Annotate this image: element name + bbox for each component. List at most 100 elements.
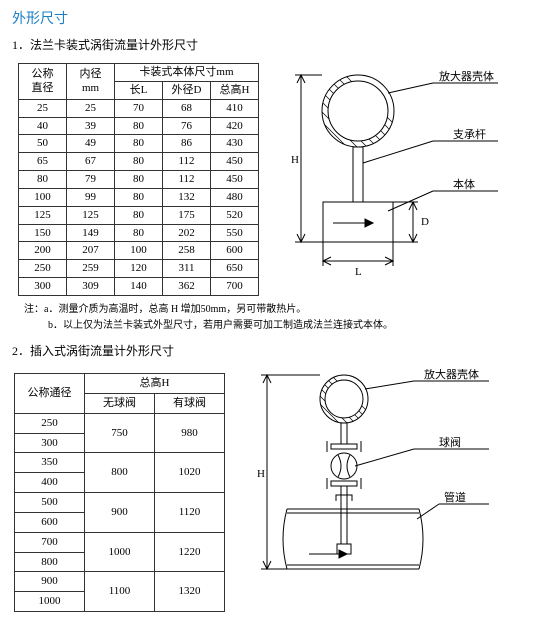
cell: 80 [115, 188, 163, 206]
cell: 25 [67, 99, 115, 117]
cell: 300 [15, 433, 85, 453]
dim-h: H [291, 154, 299, 166]
label-body: 本体 [453, 177, 475, 191]
cell: 410 [211, 99, 259, 117]
cell: 25 [19, 99, 67, 117]
dim-h2: H [257, 468, 265, 480]
col-l: 长L [115, 81, 163, 99]
diagram-flange: 放大器壳体 支承杆 本体 H L D [273, 63, 503, 283]
table-flange: 公称 直径 内径 mm 卡装式本体尺寸mm 长L 外径D 总高H 2525706… [18, 63, 259, 296]
cell: 450 [211, 171, 259, 189]
cell: 1020 [155, 453, 225, 493]
col-id: 内径 mm [67, 64, 115, 100]
cell: 132 [163, 188, 211, 206]
cell: 40 [19, 117, 67, 135]
label-pipe: 管道 [444, 490, 466, 504]
cell: 700 [15, 532, 85, 552]
cell: 700 [211, 278, 259, 296]
cell: 600 [211, 242, 259, 260]
note-b: b．以上仅为法兰卡装式外型尺寸，若用户需要可加工制造成法兰连接式本体。 [48, 318, 538, 334]
page-title: 外形尺寸 [12, 8, 538, 28]
table-row: 250750980 [15, 413, 225, 433]
cell: 430 [211, 135, 259, 153]
cell: 50 [19, 135, 67, 153]
cell: 207 [67, 242, 115, 260]
cell: 80 [115, 135, 163, 153]
cell: 99 [67, 188, 115, 206]
col-h: 总高H [211, 81, 259, 99]
cell: 80 [19, 171, 67, 189]
table-row: 5009001120 [15, 493, 225, 513]
dim-d: D [421, 216, 429, 228]
cell: 80 [115, 153, 163, 171]
cell: 80 [115, 117, 163, 135]
cell: 125 [67, 206, 115, 224]
section2-title: 2．插入式涡街流量计外形尺寸 [12, 342, 538, 359]
col-group: 卡装式本体尺寸mm [115, 64, 259, 82]
table-header-row: 公称 直径 内径 mm 卡装式本体尺寸mm [19, 64, 259, 82]
table-row: 656780112450 [19, 153, 259, 171]
col-wv: 有球阀 [155, 393, 225, 413]
note-a: 注：a．测量介质为高温时，总高 H 增加50mm，另可带散热片。 [24, 302, 538, 318]
cell: 800 [85, 453, 155, 493]
cell: 67 [67, 153, 115, 171]
cell: 120 [115, 260, 163, 278]
cell: 1220 [155, 532, 225, 572]
cell: 79 [67, 171, 115, 189]
table-insert: 公称通径 总高H 无球阀 有球阀 25075098030035080010204… [14, 373, 225, 612]
section1-title: 1．法兰卡装式涡街流量计外形尺寸 [12, 36, 538, 53]
cell: 800 [15, 552, 85, 572]
cell: 350 [15, 453, 85, 473]
cell: 86 [163, 135, 211, 153]
cell: 480 [211, 188, 259, 206]
cell: 300 [19, 278, 67, 296]
table-row: 15014980202550 [19, 224, 259, 242]
dim-l: L [355, 266, 362, 278]
cell: 550 [211, 224, 259, 242]
cell: 200 [19, 242, 67, 260]
cell: 70 [115, 99, 163, 117]
cell: 362 [163, 278, 211, 296]
table-row: 90011001320 [15, 572, 225, 592]
cell: 650 [211, 260, 259, 278]
table-row: 807980112450 [19, 171, 259, 189]
cell: 500 [15, 493, 85, 513]
label-rod: 支承杆 [453, 127, 486, 141]
cell: 600 [15, 512, 85, 532]
label-valve: 球阀 [439, 435, 461, 449]
table-row: 250259120311650 [19, 260, 259, 278]
cell: 80 [115, 206, 163, 224]
cell: 49 [67, 135, 115, 153]
cell: 76 [163, 117, 211, 135]
cell: 125 [19, 206, 67, 224]
cell: 80 [115, 171, 163, 189]
cell: 80 [115, 224, 163, 242]
table-row: 12512580175520 [19, 206, 259, 224]
cell: 980 [155, 413, 225, 453]
section2: 公称通径 总高H 无球阀 有球阀 25075098030035080010204… [12, 369, 538, 612]
diagram-insert: 放大器壳体 球阀 管道 H [239, 369, 499, 584]
cell: 309 [67, 278, 115, 296]
cell: 1000 [15, 592, 85, 612]
label-amp2: 放大器壳体 [424, 369, 479, 381]
cell: 1000 [85, 532, 155, 572]
cell: 250 [19, 260, 67, 278]
table-row: 40398076420 [19, 117, 259, 135]
cell: 250 [15, 413, 85, 433]
col-dn: 公称 直径 [19, 64, 67, 100]
col-group2: 总高H [85, 373, 225, 393]
cell: 112 [163, 153, 211, 171]
cell: 100 [19, 188, 67, 206]
cell: 1100 [85, 572, 155, 612]
cell: 140 [115, 278, 163, 296]
cell: 520 [211, 206, 259, 224]
notes: 注：a．测量介质为高温时，总高 H 增加50mm，另可带散热片。 b．以上仅为法… [24, 302, 538, 334]
col-d: 外径D [163, 81, 211, 99]
cell: 258 [163, 242, 211, 260]
cell: 149 [67, 224, 115, 242]
cell: 750 [85, 413, 155, 453]
section1: 公称 直径 内径 mm 卡装式本体尺寸mm 长L 外径D 总高H 2525706… [12, 63, 538, 296]
cell: 175 [163, 206, 211, 224]
cell: 39 [67, 117, 115, 135]
table-row: 50498086430 [19, 135, 259, 153]
